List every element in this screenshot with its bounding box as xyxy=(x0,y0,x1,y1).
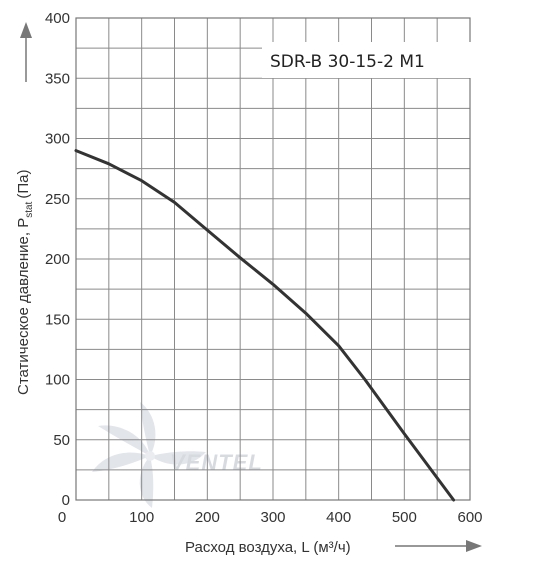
x-tick-label: 100 xyxy=(129,509,154,526)
x-tick-label: 300 xyxy=(260,509,285,526)
x-tick-label: 0 xyxy=(58,509,66,526)
y-tick-label: 0 xyxy=(62,492,70,509)
y-axis-title-unit: (Па) xyxy=(15,170,32,199)
y-axis-title-sub: stat xyxy=(24,201,35,217)
x-tick-label: 600 xyxy=(457,509,482,526)
grid xyxy=(76,18,470,500)
x-tick-label: 200 xyxy=(195,509,220,526)
watermark-fan-icon xyxy=(92,402,206,508)
y-tick-label: 300 xyxy=(45,131,70,148)
y-tick-label: 400 xyxy=(45,10,70,27)
model-label: SDR-B 30-15-2 M1 xyxy=(270,52,425,72)
y-tick-label: 200 xyxy=(45,251,70,268)
y-tick-label: 350 xyxy=(45,70,70,87)
plot-frame xyxy=(75,17,471,501)
x-tick-label: 400 xyxy=(326,509,351,526)
y-axis-title-main: Статическое давление, P xyxy=(15,218,32,395)
y-tick-labels: 0 50 100 150 200 250 300 350 400 xyxy=(45,10,70,509)
series-line xyxy=(74,149,456,502)
y-tick-label: 250 xyxy=(45,191,70,208)
y-tick-label: 50 xyxy=(53,432,70,449)
y-tick-label: 100 xyxy=(45,372,70,389)
y-axis-arrow xyxy=(20,22,32,82)
y-tick-label: 150 xyxy=(45,311,70,328)
x-tick-labels: 0 100 200 300 400 500 600 xyxy=(58,509,483,526)
x-tick-label: 500 xyxy=(392,509,417,526)
watermark-text: VENTEL xyxy=(170,450,263,475)
x-axis-arrow xyxy=(395,540,482,552)
x-axis-title: Расход воздуха, L (м³/ч) xyxy=(185,539,351,556)
y-axis-title: Статическое давление, Pstat (Па) xyxy=(15,170,35,395)
model-label-box: SDR-B 30-15-2 M1 xyxy=(262,42,471,78)
